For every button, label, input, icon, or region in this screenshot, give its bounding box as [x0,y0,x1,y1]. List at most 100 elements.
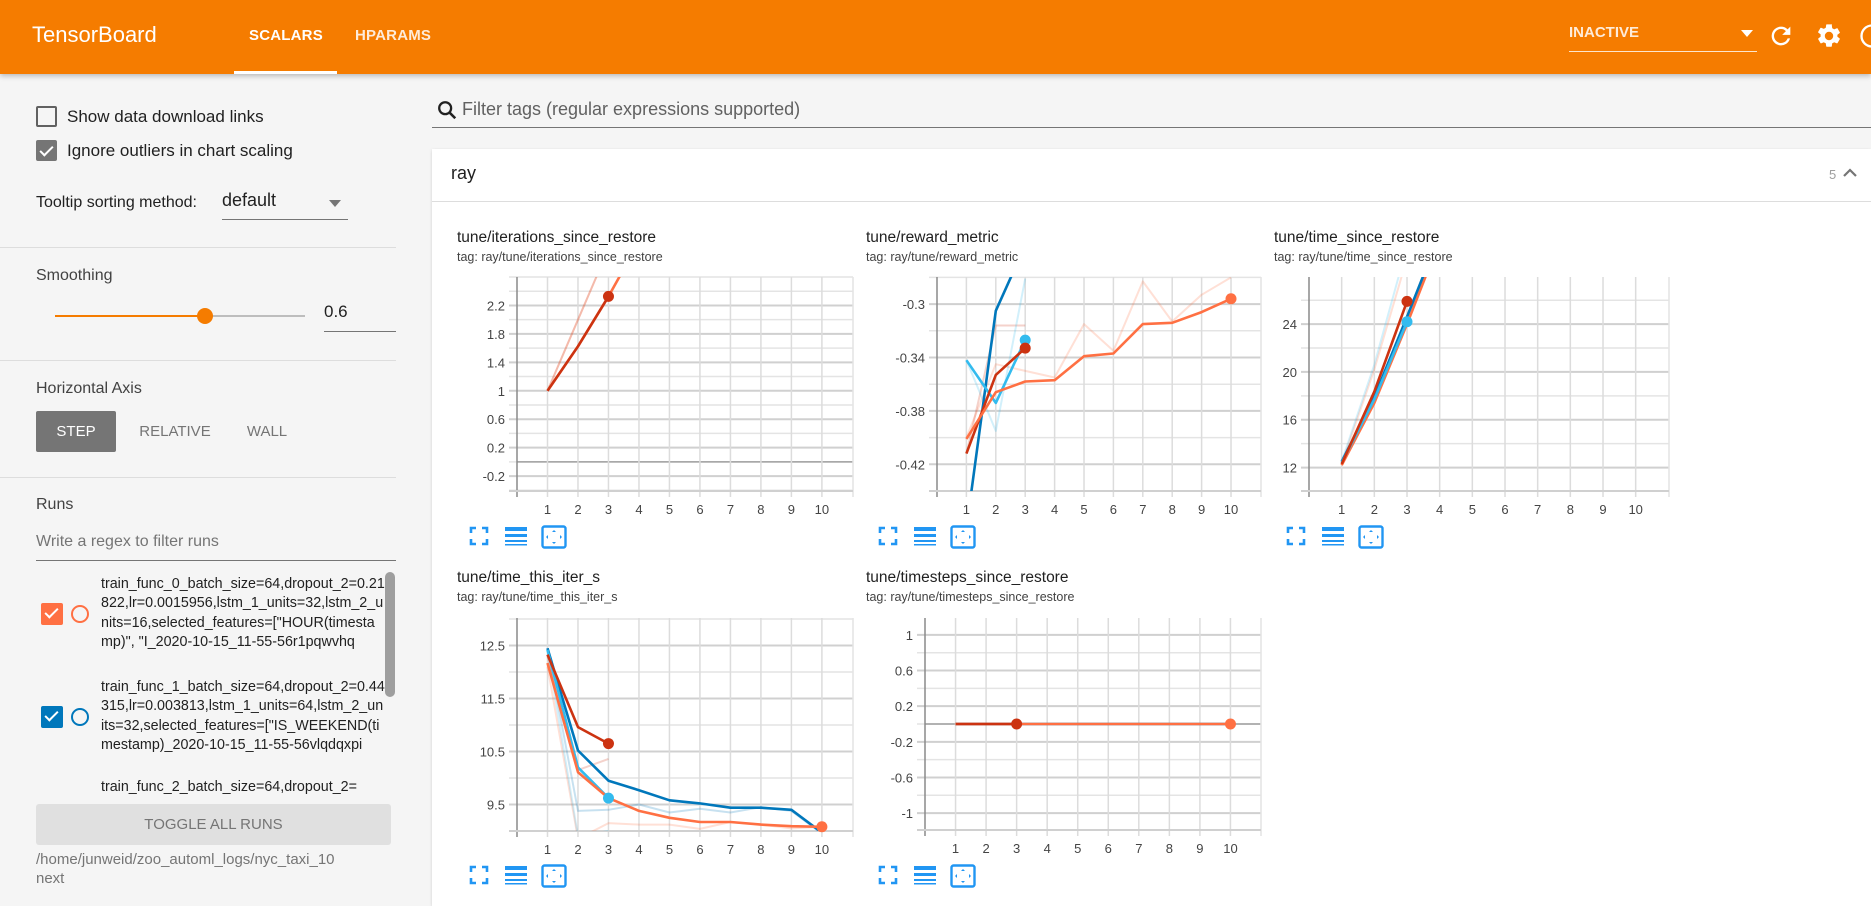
smoothing-label: Smoothing [36,267,113,284]
fit-domain-icon[interactable] [950,864,976,890]
runs-list: train_func_0_batch_size=64,dropout_2=0.2… [0,570,400,803]
raw-series-line [546,666,822,831]
smoothed-series-line [546,654,610,745]
chart-title: tune/reward_metric [866,229,999,246]
chart-tag: tag: ray/tune/iterations_since_restore [457,250,663,264]
y-tick-label: -0.2 [483,469,505,484]
x-tick-label: 10 [1628,502,1642,517]
raw-series-line [965,324,1026,454]
toggle-log-scale-icon[interactable] [1321,525,1347,551]
smoothed-series-line [546,662,822,829]
fit-domain-icon[interactable] [1358,525,1384,551]
y-tick-label: -0.2 [891,735,913,750]
chart-0[interactable]: 2.2 1.8 1.4 1 0.6 0.2 -0.2 1 2 3 4 5 6 7 8 9 10 [483,0,854,517]
x-tick-label: 3 [1013,841,1020,856]
ignore-outliers-checkbox[interactable]: Ignore outliers in chart scaling [36,140,293,161]
logdir-path: /home/junweid/zoo_automl_logs/nyc_taxi_1… [36,851,335,887]
toggle-all-runs-button[interactable]: TOGGLE ALL RUNS [36,804,391,845]
fullscreen-icon[interactable] [468,864,494,890]
x-tick-label: 6 [1105,841,1112,856]
toggle-log-scale-icon[interactable] [913,864,939,890]
x-tick-label: 7 [1139,502,1146,517]
axis-wall-button[interactable]: WALL [246,423,288,440]
smoothing-value-input[interactable]: 0.6 [324,302,396,332]
show-download-links-checkbox[interactable]: Show data download links [36,106,264,127]
search-icon [438,101,457,120]
checkbox-unchecked[interactable] [36,106,57,127]
y-tick-label: 16 [1283,413,1297,428]
slider-fill [55,315,205,317]
run-state-select[interactable]: INACTIVE [1569,24,1757,52]
chart-1[interactable]: -0.3 -0.34 -0.38 -0.42 1 2 3 4 5 6 7 8 9 10 [895,245,1262,528]
run-1-radio[interactable] [71,708,89,726]
y-tick-label: -0.38 [895,404,925,419]
run-0-radio[interactable] [71,605,89,623]
toggle-log-scale-icon[interactable] [913,525,939,551]
toggle-log-scale-icon[interactable] [504,525,530,551]
fit-domain-icon[interactable] [541,525,567,551]
x-tick-label: 2 [982,841,989,856]
y-tick-label: 12 [1283,461,1297,476]
settings-gear-icon[interactable] [1815,22,1843,50]
checkbox-checked[interactable] [36,140,57,161]
run-1-name: train_func_1_batch_size=64,dropout_2=0.4… [101,679,385,753]
tab-hparams[interactable]: HPARAMS [355,27,432,44]
x-tick-label: 1 [1338,502,1345,517]
toggle-log-scale-icon[interactable] [504,864,530,890]
fullscreen-icon[interactable] [877,525,903,551]
raw-series-line [1340,277,1403,465]
x-tick-label: 8 [757,502,764,517]
category-count: 5 [1829,167,1837,182]
help-info-icon[interactable] [1858,22,1871,50]
run-1-checkbox[interactable] [41,706,63,728]
chart-4[interactable]: 1 0.6 0.2 -0.2 -0.6 -1 1 2 3 4 5 6 7 8 9 10 [891,618,1262,856]
y-tick-label: 20 [1283,365,1297,380]
tag-filter-input[interactable]: Filter tags (regular expressions support… [432,94,1871,128]
series-end-marker [1401,295,1413,307]
y-tick-label: 24 [1283,317,1297,332]
fit-domain-icon[interactable] [541,864,567,890]
y-tick-label: 0.6 [487,412,505,427]
chevron-up-icon[interactable] [1842,165,1858,181]
run-0-checkbox[interactable] [41,603,63,625]
runs-filter-input[interactable]: Write a regex to filter runs [36,533,396,561]
x-tick-label: 5 [666,842,673,857]
x-tick-label: 6 [696,842,703,857]
x-tick-label: 10 [815,502,829,517]
x-tick-label: 4 [635,502,642,517]
x-tick-label: 7 [727,842,734,857]
refresh-icon[interactable] [1767,22,1795,50]
tab-scalars[interactable]: SCALARS [249,27,323,44]
category-header[interactable]: ray 5 [432,149,1871,202]
fullscreen-icon[interactable] [877,864,903,890]
x-tick-label: 1 [963,502,970,517]
y-tick-label: 0.2 [487,441,505,456]
chart-3[interactable]: 12.5 11.5 10.5 9.5 1 2 3 4 5 6 7 8 9 10 [480,618,854,857]
horizontal-axis-label: Horizontal Axis [36,380,142,397]
x-tick-label: 1 [952,841,959,856]
y-tick-label: 9.5 [487,798,505,813]
x-tick-label: 9 [1599,502,1606,517]
x-tick-label: 2 [992,502,999,517]
x-tick-label: 6 [1501,502,1508,517]
axis-step-button[interactable]: STEP [36,411,116,452]
fullscreen-icon[interactable] [1285,525,1311,551]
y-tick-label: 10.5 [480,745,505,760]
fullscreen-icon[interactable] [468,525,494,551]
runs-scrollbar[interactable] [385,572,395,697]
chart-tag: tag: ray/tune/time_this_iter_s [457,590,618,604]
slider-thumb[interactable] [197,308,213,324]
tooltip-sorting-select[interactable]: default [222,190,348,220]
y-tick-label: -0.3 [903,297,925,312]
fit-domain-icon[interactable] [950,525,976,551]
x-tick-label: 5 [666,502,673,517]
x-tick-label: 8 [1567,502,1574,517]
x-tick-label: 4 [1436,502,1443,517]
axis-relative-button[interactable]: RELATIVE [139,423,211,440]
sidebar [0,74,432,906]
smoothing-slider[interactable] [55,308,305,324]
x-tick-label: 9 [788,842,795,857]
x-tick-label: 7 [727,502,734,517]
series-end-marker [1019,334,1031,346]
